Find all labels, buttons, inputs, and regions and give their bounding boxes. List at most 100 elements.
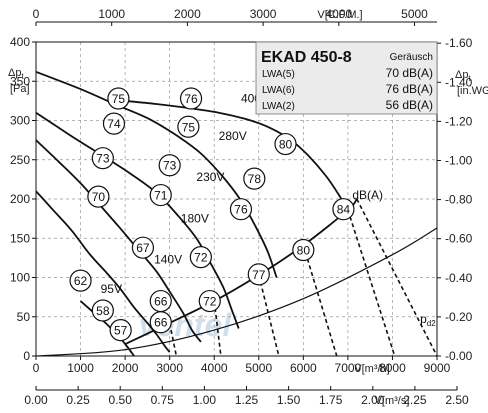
- marker-circle-13: [189, 245, 212, 269]
- marker-label-5: 73: [96, 152, 110, 166]
- y2-axis-label-main: Δp: [455, 69, 468, 81]
- marker-label-13: 72: [194, 251, 208, 265]
- marker-label-3: 75: [182, 120, 196, 134]
- dashed-drop-3: [258, 274, 280, 357]
- pd2-label-sub: d2: [427, 319, 436, 328]
- marker-label-1: 76: [184, 92, 198, 106]
- tick-label-top-2: 2000: [174, 7, 201, 21]
- legend-background: [255, 41, 438, 115]
- x2-axis-label: V[m³/s]: [375, 395, 410, 407]
- legend-row-value-1: 76 dB(A): [386, 82, 433, 96]
- curve-label-3: 180V: [181, 212, 209, 226]
- tick-label-x2-0: 0.00: [24, 393, 48, 407]
- marker-circle-15: [69, 269, 92, 292]
- tick-label-x-4: 4000: [201, 361, 228, 375]
- marker-label-17: 66: [154, 295, 168, 309]
- tick-label-y-4: 200: [10, 192, 30, 206]
- marker-label-12: 67: [136, 241, 150, 255]
- legend-row-label-1: LWA(6): [262, 85, 295, 96]
- tick-label-y-7: 350: [10, 74, 30, 88]
- curve-4: [35, 190, 171, 353]
- curve-1: [35, 70, 278, 278]
- top-axis-label: V[C.F.M.]: [317, 9, 362, 21]
- marker-label-19: 72: [203, 295, 217, 309]
- legend-row-label-2: LWA(2): [262, 101, 295, 112]
- marker-circle-3: [177, 115, 200, 138]
- tick-label-top-4: 4000: [325, 7, 352, 21]
- tick-label-y2-6: -1.20: [445, 114, 473, 128]
- curve-label-5: 95V: [101, 282, 122, 296]
- tick-label-x-6: 6000: [290, 361, 317, 375]
- tick-label-top-0: 0: [33, 7, 40, 21]
- marker-label-4: 80: [279, 138, 293, 152]
- tick-label-x2-8: 2.00: [361, 393, 385, 407]
- marker-circle-16: [247, 263, 270, 286]
- tick-label-x2-5: 1.25: [235, 393, 259, 407]
- marker-circle-2: [102, 112, 126, 135]
- curve-0: [125, 100, 349, 212]
- tick-label-x-2: 2000: [112, 361, 139, 375]
- marker-circle-6: [158, 154, 181, 177]
- tick-label-x2-7: 1.75: [319, 393, 343, 407]
- marker-circle-9: [149, 183, 172, 207]
- marker-circle-21: [109, 318, 132, 342]
- tick-label-y2-5: -1.00: [445, 153, 473, 167]
- tick-label-x2-1: 0.25: [66, 393, 90, 407]
- tick-label-y-6: 300: [10, 114, 30, 128]
- marker-circle-4: [274, 132, 297, 156]
- marker-label-9: 71: [154, 189, 168, 203]
- curve-label-6: dB(A): [352, 188, 383, 202]
- tick-label-y2-4: -0.80: [445, 193, 473, 207]
- y-axis-unit: [Pa]: [10, 83, 30, 95]
- marker-label-8: 70: [92, 190, 106, 204]
- tick-label-x2-2: 0.50: [109, 393, 133, 407]
- y-axis-label-sub: t: [21, 72, 24, 81]
- marker-label-0: 75: [112, 92, 126, 106]
- axis-label-layer: V[m³/h]V[m³/s]V[C.F.M.]Δpt[Pa]Δpt[in.WG]: [8, 9, 488, 407]
- y2-axis-label: Δpt: [455, 69, 471, 83]
- marker-circle-12: [131, 236, 155, 259]
- marker-circle-14: [292, 238, 315, 262]
- marker-circle-10: [229, 198, 253, 221]
- marker-circle-18: [91, 299, 114, 322]
- marker-label-6: 73: [163, 159, 177, 173]
- legend-box: EKAD 450-8 Geräusch LWA(5) 70 dB(A) LWA(6) 76…: [255, 41, 438, 115]
- marker-label-10: 76: [234, 203, 248, 217]
- tick-label-x-1: 1000: [67, 361, 94, 375]
- tick-label-y2-8: -1.60: [445, 36, 473, 50]
- tick-label-x-5: 5000: [245, 361, 272, 375]
- marker-circle-20: [149, 311, 172, 334]
- pd2-label: pd2: [420, 312, 436, 328]
- legend-row-value-0: 70 dB(A): [386, 66, 433, 80]
- marker-circle-8: [87, 185, 110, 208]
- marker-circle-19: [198, 289, 221, 313]
- marker-label-7: 78: [248, 172, 262, 186]
- marker-label-18: 58: [96, 304, 110, 318]
- dashed-drop-5: [347, 209, 396, 357]
- marker-circle-5: [91, 147, 114, 170]
- curve-label-1: 280V: [219, 129, 247, 143]
- curve-6: [35, 227, 438, 357]
- marker-label-21: 57: [114, 324, 128, 338]
- curve-label-4: 140V: [154, 252, 182, 266]
- tick-label-x-7: 7000: [335, 361, 362, 375]
- dashed-drop-4: [302, 245, 338, 357]
- tick-label-x2-6: 1.50: [277, 393, 301, 407]
- dashed-drop-1: [168, 322, 178, 357]
- tick-label-x2-4: 1.00: [193, 393, 217, 407]
- legend-row-label-0: LWA(5): [262, 69, 295, 80]
- tick-label-x-8: 8000: [379, 361, 406, 375]
- tick-label-y2-7: -1.40: [445, 75, 473, 89]
- dashed-drop-6: [356, 198, 438, 357]
- pd2-label-main: p: [420, 312, 427, 326]
- marker-label-20: 66: [154, 316, 168, 330]
- tick-label-top-5: 5000: [401, 7, 428, 21]
- tick-label-y-5: 250: [10, 153, 30, 167]
- curve-label-2: 230V: [196, 170, 224, 184]
- tick-label-y-0: 0: [23, 349, 30, 363]
- marker-circle-1: [179, 87, 203, 110]
- y2-axis-label-sub: t: [468, 74, 471, 83]
- tick-label-top-3: 3000: [250, 7, 277, 21]
